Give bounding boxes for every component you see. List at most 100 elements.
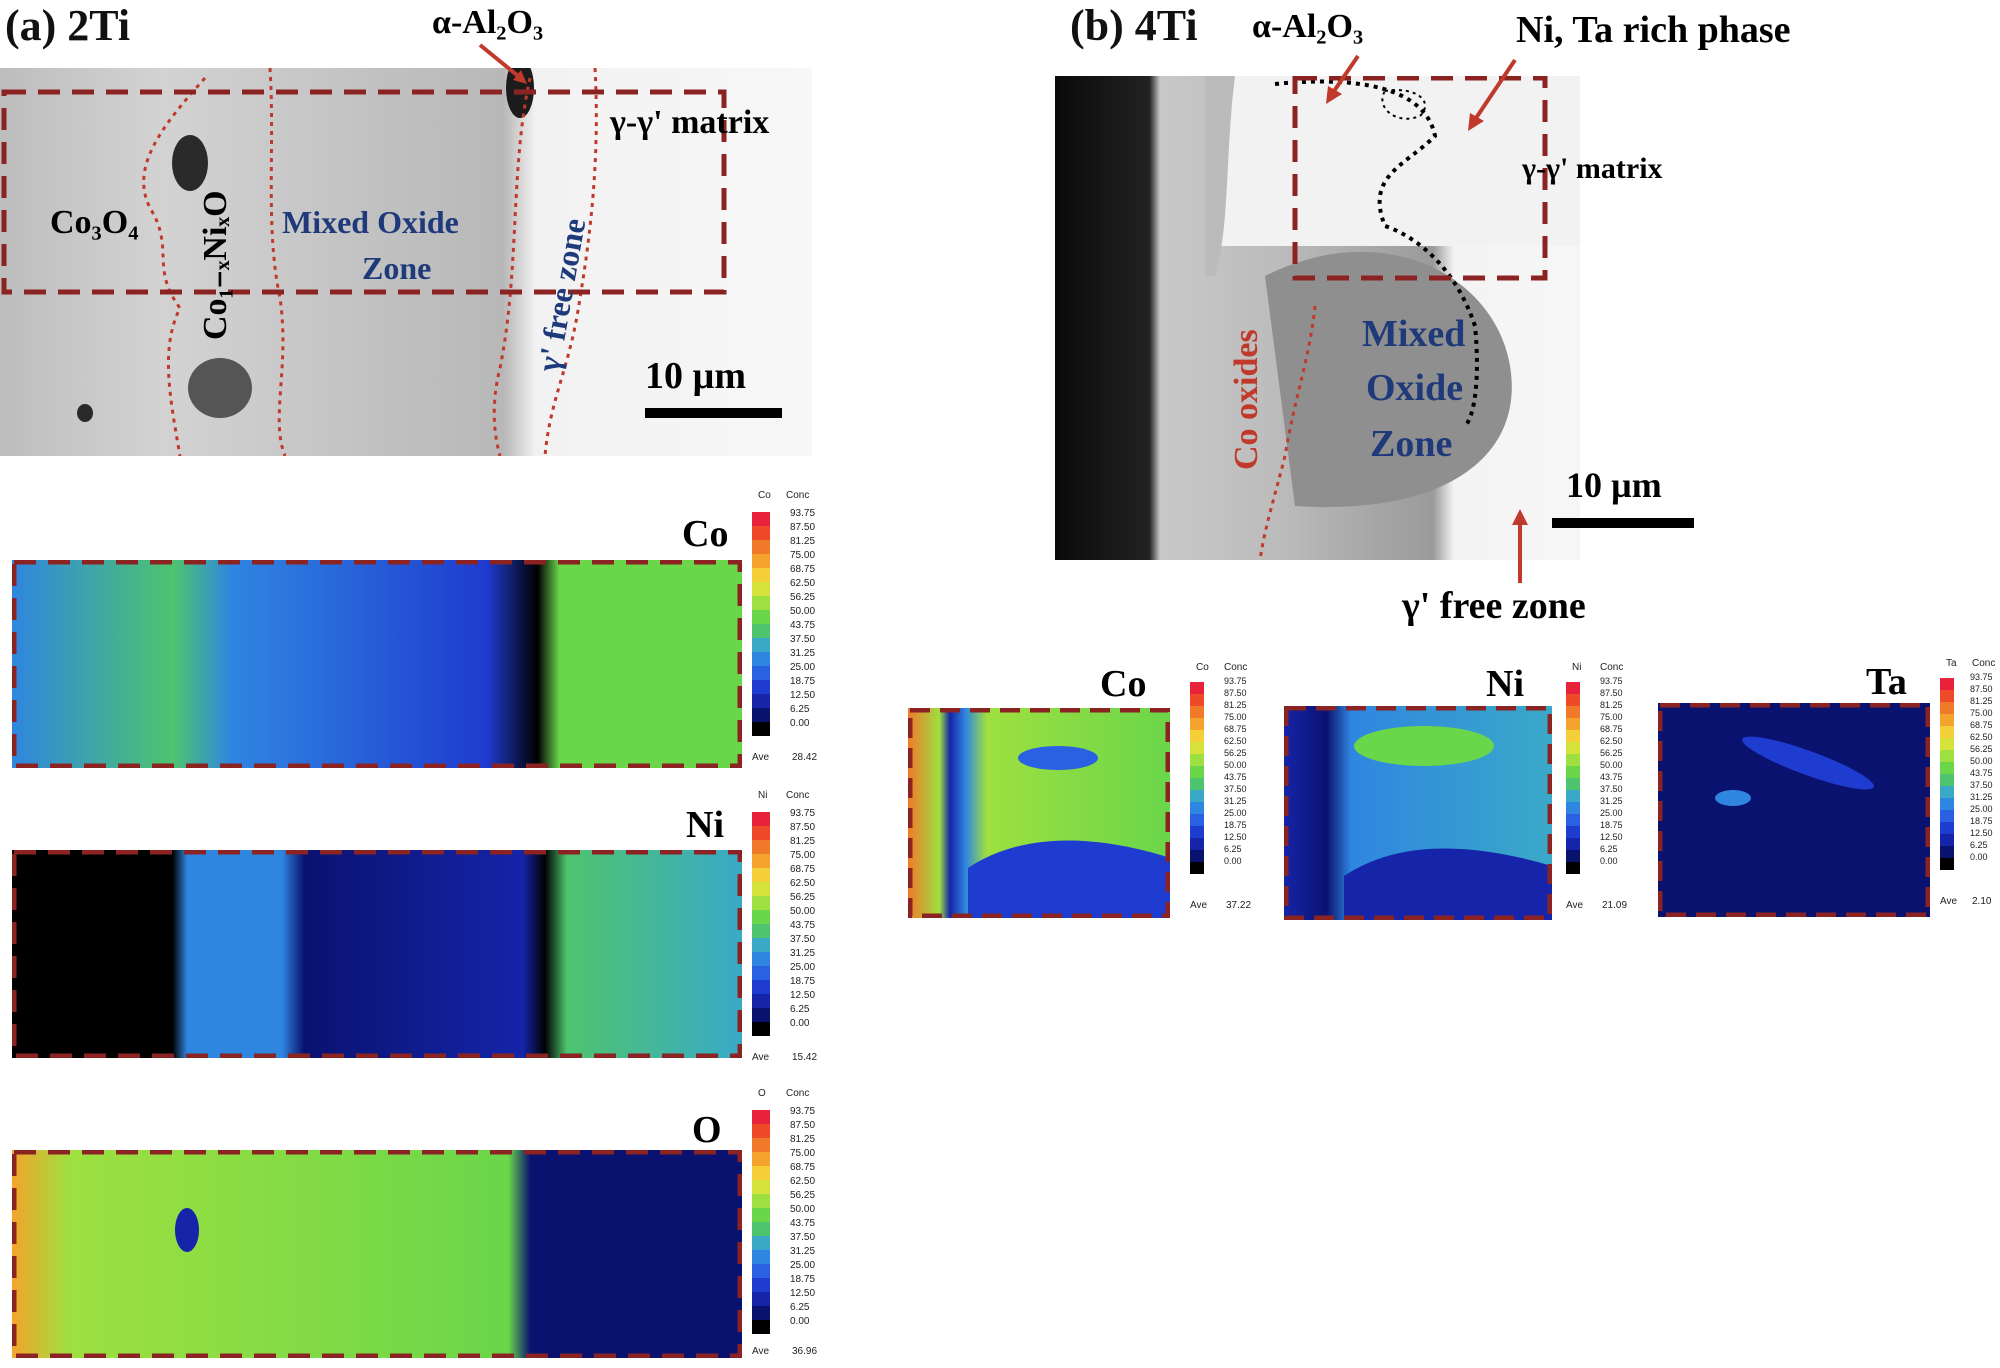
element-label-o-a: O [692,1109,722,1151]
colorbar-tick: 31.25 [1970,792,1993,802]
colorbar-o-a: O Conc 93.75 87.50 81.25 75.00 68.75 62.50 56.… [748,1088,838,1368]
colorbar-tick: 43.75 [790,1218,816,1229]
colorbar-swatch [752,1166,770,1180]
colorbar-swatch [752,568,770,582]
colorbar-swatch [1566,814,1580,826]
colorbar-swatch [1940,822,1954,834]
gamma-free-label-b: γ' free zone [1402,585,1586,627]
colorbar-swatch [752,1320,770,1334]
colorbar-conc-header: Conc [1600,662,1624,673]
colorbar-swatch [752,624,770,638]
eds-map-co-2ti [11,559,743,769]
colorbar-swatch [752,1124,770,1138]
colorbar-tick: 12.50 [1224,832,1247,842]
colorbar-tick: 93.75 [790,508,816,519]
colorbar-swatch [1190,826,1204,838]
colorbar-tick: 25.00 [790,1260,816,1271]
colorbar-conc-header: Conc [786,1088,810,1099]
colorbar-conc-header: Conc [786,490,810,501]
colorbar-tick: 6.25 [1224,844,1242,854]
colorbar-tick: 18.75 [1224,820,1247,830]
colorbar-element: Ta [1946,658,1957,669]
colorbar-tick: 37.50 [1970,780,1993,790]
colorbar-swatch [1190,838,1204,850]
colorbar-swatch [1940,690,1954,702]
colorbar-tick: 62.50 [1224,736,1247,746]
colorbar-tick: 50.00 [790,906,816,917]
colorbar-swatch [1190,718,1204,730]
colorbar-swatch [752,582,770,596]
colorbar-swatch [752,924,770,938]
colorbar-swatch [1190,790,1204,802]
colorbar-tick: 43.75 [790,620,816,631]
co-oxides-label: Co oxides [1228,329,1265,470]
colorbar-tick: 6.25 [790,1302,810,1313]
colorbar-tick: 87.50 [1224,688,1247,698]
colorbar-tick: 56.25 [790,892,816,903]
colorbar-tick: 75.00 [1970,708,1993,718]
eds-map-o-2ti [11,1149,743,1359]
colorbar-swatch [752,840,770,854]
colorbar-co-b: Co Conc 93.75 87.50 81.25 75.00 68.75 62.50 56… [1186,660,1276,940]
colorbar-tick: 25.00 [1224,808,1247,818]
colorbar-swatch [752,1110,770,1124]
sem-image-4ti [1055,76,1580,560]
colorbar-swatch [1190,766,1204,778]
colorbar-tick: 68.75 [790,564,816,575]
colorbar-tick: 50.00 [790,1204,816,1215]
colorbar-tick: 31.25 [1224,796,1247,806]
colorbar-swatch [752,980,770,994]
colorbar-swatch [1190,730,1204,742]
colorbar-swatch [752,652,770,666]
colorbar-tick: 62.50 [790,878,816,889]
colorbar-ave-label: Ave [1190,900,1208,911]
gamma-free-arrow-b [1508,505,1532,585]
colorbar-tick: 6.25 [1600,844,1618,854]
colorbar-element: Co [758,490,771,501]
colorbar-tick: 75.00 [790,850,816,861]
colorbar-swatch [752,1236,770,1250]
colorbar-tick: 50.00 [1600,760,1623,770]
colorbar-tick: 75.00 [790,550,816,561]
colorbar-swatch [752,610,770,624]
colorbar-swatch [1566,802,1580,814]
matrix-label-a: γ-γ' matrix [610,104,770,141]
alumina-label-a: α-Al₂O₃ [432,4,544,41]
colorbar-tick: 12.50 [790,690,816,701]
colorbar-tick: 75.00 [790,1148,816,1159]
colorbar-tick: 37.50 [1600,784,1623,794]
eds-map-ni-4ti [1283,705,1553,921]
colorbar-tick: 18.75 [790,976,816,987]
eds-map-co-4ti [907,707,1171,919]
colorbar-tick: 12.50 [1600,832,1623,842]
colorbar-tick: 31.25 [790,648,816,659]
element-label-ni-b: Ni [1486,663,1524,705]
colorbar-tick: 0.00 [1224,856,1242,866]
colorbar-swatch [1190,706,1204,718]
colorbar-swatch [752,994,770,1008]
colorbar-swatch [1566,718,1580,730]
eds-map-ni-2ti [11,849,743,1059]
colorbar-tick: 93.75 [1600,676,1623,686]
colorbar-swatch [1940,858,1954,870]
colorbar-tick: 18.75 [790,676,816,687]
colorbar-ave-value: 21.09 [1602,900,1628,911]
colorbar-tick: 6.25 [790,1004,810,1015]
colorbar-tick: 25.00 [790,662,816,673]
colorbar-tick: 18.75 [1970,816,1993,826]
colorbar-swatch [752,1222,770,1236]
colorbar-element: O [758,1088,766,1099]
mixed-oxide-label-b-2: Oxide [1366,367,1464,409]
coni-oxide-label: Co₁₋ₓNiₓO [197,190,234,340]
colorbar-swatch [752,952,770,966]
colorbar-tick: 25.00 [1970,804,1993,814]
colorbar-swatch [1940,798,1954,810]
colorbar-tick: 68.75 [1224,724,1247,734]
colorbar-swatch [752,812,770,826]
colorbar-tick: 18.75 [790,1274,816,1285]
colorbar-tick: 93.75 [790,808,816,819]
colorbar-tick: 6.25 [1970,840,1988,850]
colorbar-swatch [1940,678,1954,690]
colorbar-ave-label: Ave [1940,896,1958,907]
colorbar-swatch [1190,682,1204,694]
